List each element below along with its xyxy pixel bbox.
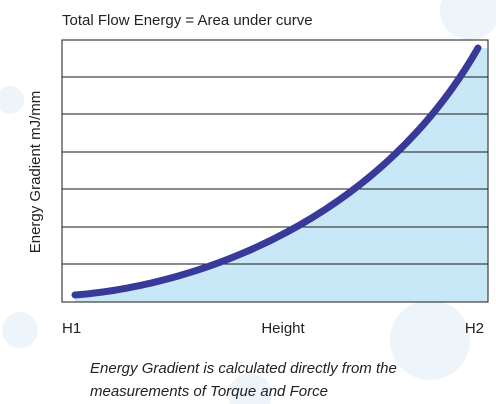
x-end-label: H2: [465, 320, 484, 337]
y-axis-label: Energy Gradient mJ/mm: [27, 91, 44, 254]
plot-frame: [61, 39, 489, 303]
energy-curve: [71, 44, 482, 299]
caption-line: measurements of Torque and Force: [90, 383, 328, 400]
x-axis-label: Height: [261, 320, 305, 337]
grid-lines: [62, 76, 488, 265]
title: Total Flow Energy = Area under curve: [62, 12, 313, 29]
area-under-curve: [75, 48, 488, 302]
caption-line: Energy Gradient is calculated directly f…: [90, 360, 397, 377]
x-start-label: H1: [62, 320, 81, 337]
